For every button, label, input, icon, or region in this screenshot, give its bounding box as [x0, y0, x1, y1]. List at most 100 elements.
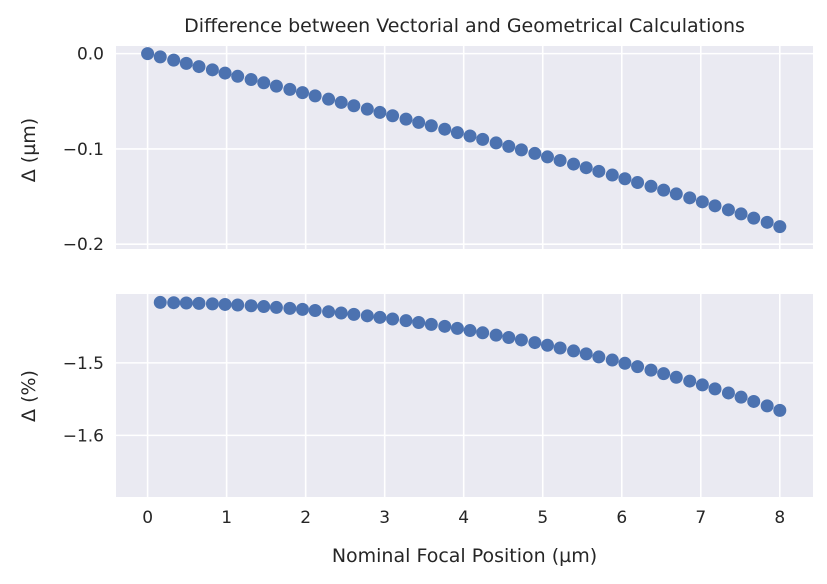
data-point — [308, 89, 322, 103]
data-point — [721, 203, 735, 217]
data-point — [360, 102, 374, 116]
data-point — [592, 164, 606, 178]
data-point — [514, 143, 528, 157]
x-tick-label: 7 — [695, 508, 706, 528]
x-tick-label: 3 — [379, 508, 390, 528]
data-point — [476, 132, 490, 146]
data-point — [141, 47, 155, 61]
data-point — [412, 315, 426, 329]
data-point — [514, 333, 528, 347]
data-point — [760, 215, 774, 229]
data-point — [489, 136, 503, 150]
data-point — [218, 66, 232, 80]
data-point — [644, 179, 658, 193]
data-point — [295, 86, 309, 100]
data-point — [567, 344, 581, 358]
data-point — [179, 56, 193, 70]
x-axis-label: Nominal Focal Position (µm) — [332, 545, 597, 567]
data-point — [334, 95, 348, 109]
data-point — [734, 207, 748, 221]
data-point — [618, 172, 632, 186]
y-tick-label: −1.6 — [63, 426, 104, 446]
data-point — [167, 296, 181, 310]
data-point — [528, 146, 542, 160]
data-point — [205, 297, 219, 311]
data-point — [463, 324, 477, 338]
data-point — [153, 50, 167, 64]
data-point — [683, 374, 697, 388]
x-tick-label: 5 — [537, 508, 548, 528]
top-panel-points — [141, 47, 787, 234]
x-tick-label: 1 — [221, 508, 232, 528]
data-point — [760, 399, 774, 413]
x-tick-label: 2 — [300, 508, 311, 528]
data-point — [669, 370, 683, 384]
top-panel-y-ticks: 0.0 −0.1 −0.2 — [63, 45, 104, 256]
data-point — [192, 296, 206, 310]
data-point — [192, 60, 206, 74]
data-point — [231, 298, 245, 312]
data-point — [540, 150, 554, 164]
data-point — [450, 321, 464, 335]
data-point — [553, 341, 567, 355]
data-point — [424, 317, 438, 331]
data-point — [605, 353, 619, 367]
data-point — [283, 301, 297, 315]
data-point — [386, 312, 400, 326]
data-point — [567, 157, 581, 171]
data-point — [308, 304, 322, 318]
data-point — [683, 191, 697, 205]
data-point — [334, 306, 348, 320]
data-point — [721, 386, 735, 400]
data-point — [347, 99, 361, 113]
data-point — [631, 360, 645, 374]
data-point — [618, 356, 632, 370]
data-point — [773, 403, 787, 417]
data-point — [399, 314, 413, 328]
data-point — [489, 328, 503, 342]
data-point — [153, 295, 167, 309]
data-point — [322, 92, 336, 106]
x-tick-label: 8 — [774, 508, 785, 528]
data-point — [438, 319, 452, 333]
data-point — [644, 363, 658, 377]
data-point — [553, 153, 567, 167]
data-point — [579, 347, 593, 361]
data-point — [322, 305, 336, 319]
data-point — [734, 390, 748, 404]
data-point — [438, 122, 452, 136]
data-point — [450, 126, 464, 140]
data-point — [231, 69, 245, 83]
data-point — [283, 82, 297, 96]
data-point — [295, 302, 309, 316]
x-tick-label: 4 — [458, 508, 469, 528]
data-point — [257, 76, 271, 90]
bottom-panel-grid — [116, 294, 813, 497]
data-point — [695, 378, 709, 392]
y-tick-label: −0.2 — [63, 235, 104, 255]
data-point — [540, 338, 554, 352]
data-point — [476, 326, 490, 340]
y-tick-label: −1.5 — [63, 354, 104, 374]
data-point — [502, 139, 516, 153]
data-point — [244, 299, 258, 313]
data-point — [747, 394, 761, 408]
data-point — [747, 211, 761, 225]
bottom-panel-x-ticks: 0 1 2 3 4 5 6 7 8 — [142, 508, 785, 528]
data-point — [592, 350, 606, 364]
data-point — [773, 220, 787, 234]
data-point — [657, 183, 671, 197]
data-point — [269, 79, 283, 93]
data-point — [205, 63, 219, 77]
x-tick-label: 6 — [616, 508, 627, 528]
data-point — [708, 199, 722, 213]
y-tick-label: 0.0 — [77, 45, 104, 65]
data-point — [579, 161, 593, 175]
data-point — [502, 331, 516, 344]
data-point — [179, 296, 193, 310]
data-point — [167, 53, 181, 67]
x-tick-label: 0 — [142, 508, 153, 528]
data-point — [631, 175, 645, 189]
data-point — [708, 382, 722, 396]
data-point — [657, 367, 671, 381]
